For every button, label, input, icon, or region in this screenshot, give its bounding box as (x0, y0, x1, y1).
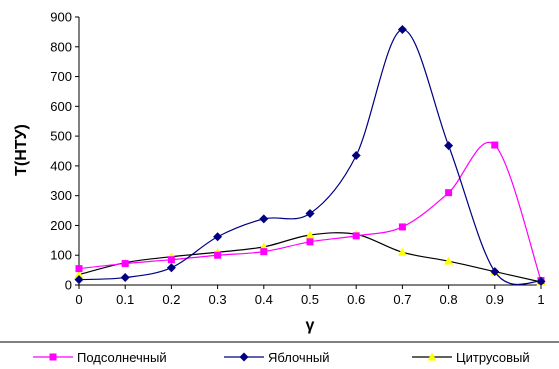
data-point (214, 251, 222, 259)
x-tick-label: 0.2 (162, 292, 180, 307)
data-point (260, 248, 268, 256)
data-point (444, 256, 454, 265)
y-axis-title: T(HTУ) (13, 124, 30, 176)
y-tick-label: 700 (50, 69, 72, 84)
series-triangle (74, 229, 546, 286)
series-line (78, 28, 542, 285)
x-axis-title: γ (306, 317, 315, 334)
data-point (75, 265, 83, 273)
legend-item: Цитрусовый (412, 350, 530, 365)
x-tick-label: 0 (75, 292, 82, 307)
y-tick-label: 400 (50, 158, 72, 173)
legend-label: Яблочный (268, 350, 329, 365)
legend-item: Подсолнечный (33, 350, 167, 365)
x-tick-label: 0.6 (347, 292, 365, 307)
legend-marker (239, 352, 249, 362)
series-diamond (74, 25, 546, 286)
data-point (490, 267, 500, 277)
x-tick-label: 0.3 (209, 292, 227, 307)
data-point (166, 263, 176, 273)
data-point (305, 209, 315, 219)
data-point (74, 275, 84, 285)
data-point (74, 270, 84, 279)
series-square (75, 141, 545, 285)
y-tick-label: 0 (65, 278, 72, 293)
x-tick-label: 0.9 (486, 292, 504, 307)
series-line (78, 141, 542, 281)
y-tick-label: 500 (50, 129, 72, 144)
x-tick-label: 0.7 (393, 292, 411, 307)
legend-item: Яблочный (224, 350, 329, 365)
data-point (397, 25, 407, 35)
data-point (444, 141, 454, 151)
data-point (491, 141, 499, 149)
y-tick-label: 300 (50, 188, 72, 203)
data-point (120, 273, 130, 283)
data-point (305, 230, 315, 239)
x-tick-label: 0.4 (255, 292, 273, 307)
legend-marker (427, 352, 437, 361)
x-tick-label: 1 (537, 292, 544, 307)
y-tick-label: 100 (50, 248, 72, 263)
y-tick-label: 900 (50, 10, 72, 25)
chart-series (74, 25, 546, 286)
x-tick-label: 0.5 (301, 292, 319, 307)
y-tick-label: 200 (50, 218, 72, 233)
data-point (352, 232, 360, 240)
y-tick-label: 600 (50, 99, 72, 114)
legend-marker (49, 353, 57, 361)
x-tick-label: 0.8 (440, 292, 458, 307)
y-tick-label: 800 (50, 39, 72, 54)
data-point (306, 238, 314, 246)
data-point (536, 276, 546, 286)
data-point (121, 260, 129, 268)
data-point (351, 150, 361, 160)
legend-label: Подсолнечный (77, 350, 167, 365)
x-tick-label: 0.1 (116, 292, 134, 307)
data-point (445, 189, 453, 197)
data-point (259, 214, 269, 224)
legend-label: Цитрусовый (456, 350, 530, 365)
data-point (398, 223, 406, 231)
data-point (167, 256, 175, 264)
legend: Подсолнечный Яблочный Цитрусовый (0, 341, 559, 365)
data-point (213, 232, 223, 242)
data-point (397, 247, 407, 256)
chart-axes: 0 100 200 300 400 500 600 700 800 900 0 0.1 0.2 0.3 0.… (50, 10, 544, 308)
